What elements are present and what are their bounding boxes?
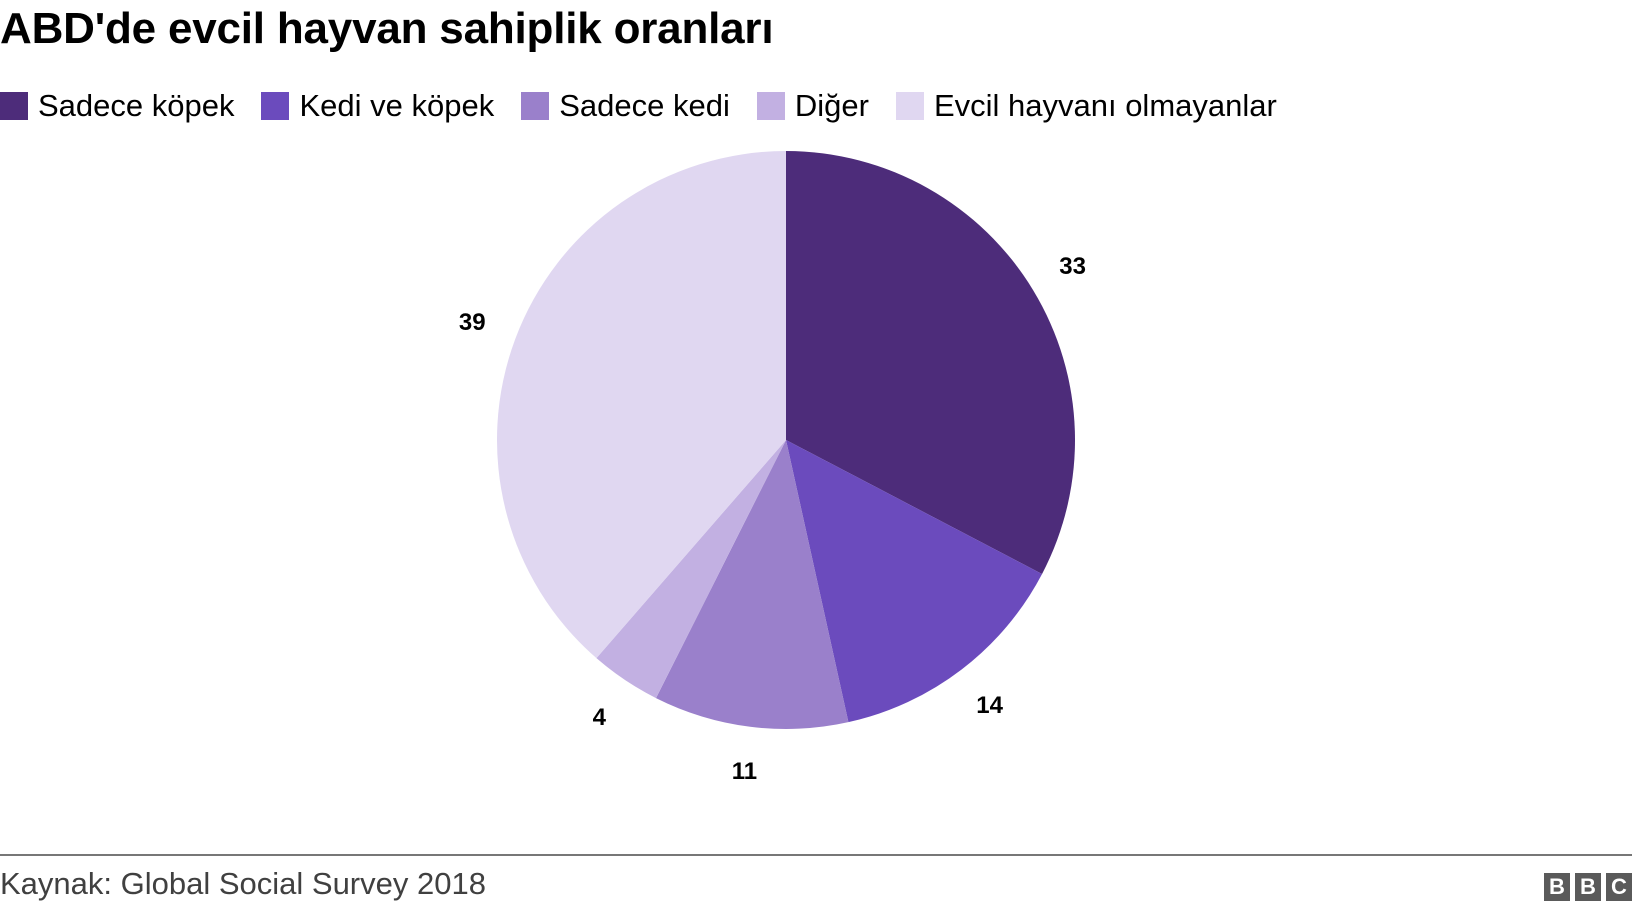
pie-slice: [786, 440, 1043, 723]
legend-label: Evcil hayvanı olmayanlar: [933, 88, 1277, 123]
source-text: Kaynak: Global Social Survey 2018: [0, 866, 486, 901]
legend-label: Sadece kedi: [559, 88, 730, 123]
bbc-logo-letter: B: [1575, 873, 1601, 901]
legend-item-sadece-kedi: Sadece kedi: [521, 86, 730, 126]
pie-slice: [655, 440, 849, 730]
legend-swatch: [0, 92, 28, 120]
legend-swatch: [756, 92, 785, 120]
legend-item-diger: Diğer: [756, 86, 869, 126]
slice-value-label: 33: [1059, 252, 1086, 280]
legend-swatch: [261, 92, 290, 120]
pie-svg: [496, 151, 1075, 730]
legend-label: Kedi ve köpek: [299, 88, 495, 123]
slice-value-label: 11: [731, 758, 758, 786]
pie-chart: 33 14 11 4 39: [458, 151, 1086, 786]
pie-slice: [496, 151, 786, 659]
legend-label: Diğer: [794, 88, 869, 123]
bbc-logo-letter: C: [1606, 873, 1632, 901]
pie-slice: [596, 440, 786, 699]
legend-item-evcil-hayvani-olmayanlar: Evcil hayvanı olmayanlar: [895, 86, 1277, 126]
slice-value-label: 4: [592, 704, 607, 732]
slice-value-label: 39: [458, 308, 486, 336]
legend-swatch: [895, 92, 924, 120]
bbc-logo-letter: B: [1544, 873, 1570, 901]
legend-item-sadece-kopek: Sadece köpek: [0, 86, 234, 126]
bbc-logo: B B C: [1539, 873, 1632, 901]
slice-value-label: 14: [976, 692, 1003, 720]
chart-title: ABD'de evcil hayvan sahiplik oranları: [0, 4, 774, 53]
pie-slice: [786, 151, 1075, 574]
footer-divider: [0, 854, 1632, 856]
legend: Sadece köpek Kedi ve köpek Sadece kedi D…: [0, 86, 1304, 126]
legend-swatch: [521, 92, 550, 120]
legend-item-kedi-ve-kopek: Kedi ve köpek: [261, 86, 494, 126]
legend-label: Sadece köpek: [38, 88, 235, 123]
